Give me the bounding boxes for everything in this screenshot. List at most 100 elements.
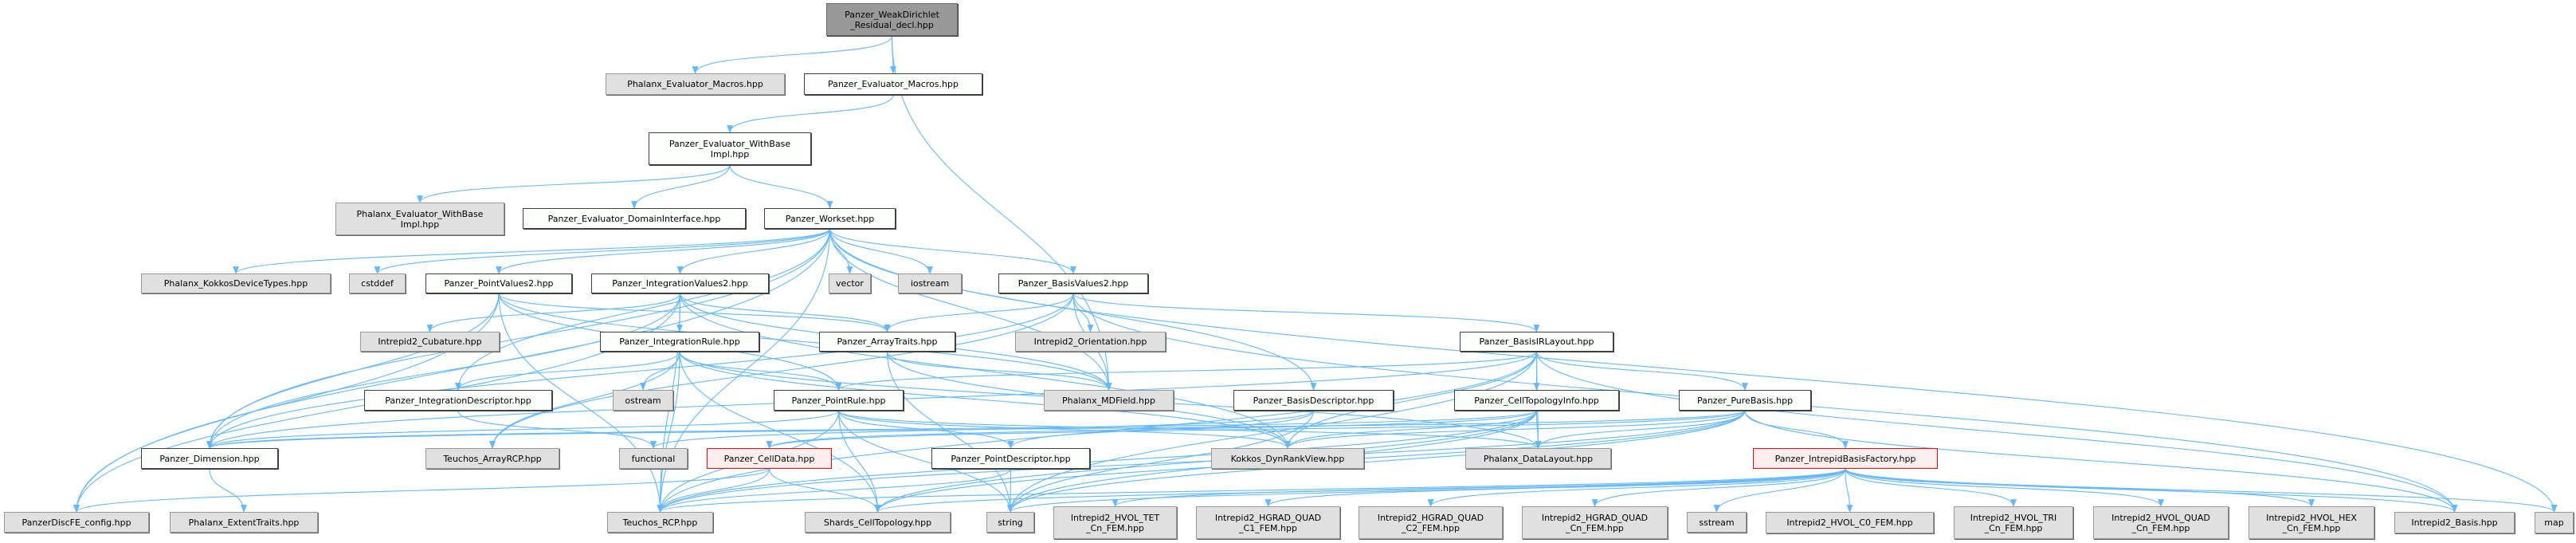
node-hvol-c-0[interactable]: Intrepid2_HVOL_C0_FEM.hpp bbox=[1766, 512, 1934, 533]
edge-basisValues2-to-arrayRCP bbox=[489, 293, 1074, 449]
node-phx-with-base[interactable]: Phalanx_Evaluator_WithBase Impl.hpp bbox=[335, 203, 504, 235]
edge-pureBasis-to-rcp bbox=[657, 410, 1746, 513]
edge-cellData-to-rcp bbox=[657, 468, 770, 513]
node-dyn-rank[interactable]: Kokkos_DynRankView.hpp bbox=[1211, 448, 1364, 469]
node-sstream[interactable]: sstream bbox=[1687, 512, 1747, 533]
node-hvol-tet[interactable]: Intrepid2_HVOL_TET _Cn_FEM.hpp bbox=[1053, 506, 1177, 539]
edge-intDesc-to-functional bbox=[457, 410, 657, 449]
edge-pointRule-to-dataLayout bbox=[837, 410, 1542, 449]
edge-cellTopoInfo-to-dynRank bbox=[1284, 410, 1538, 449]
edge-pointValues2-to-dimension bbox=[206, 293, 500, 449]
edge-cellData-to-shards bbox=[768, 468, 881, 513]
edge-arrayTraits-to-mdfield bbox=[886, 351, 1112, 391]
edge-pointDesc-to-string bbox=[1007, 468, 1014, 513]
edge-basisIR-to-dynRank bbox=[1284, 351, 1538, 449]
node-workset[interactable]: Panzer_Workset.hpp bbox=[764, 208, 896, 229]
edge-intRule-to-shards bbox=[679, 351, 881, 513]
node-map[interactable]: map bbox=[2535, 512, 2574, 533]
edge-basisIR-to-string bbox=[1007, 351, 1538, 513]
node-shards[interactable]: Shards_CellTopology.hpp bbox=[805, 512, 951, 533]
node-pz-eval-macros[interactable]: Panzer_Evaluator_Macros.hpp bbox=[804, 73, 982, 95]
node-cell-topo-info[interactable]: Panzer_CellTopologyInfo.hpp bbox=[1454, 390, 1619, 411]
edge-intRule-to-dynRank bbox=[679, 351, 1291, 449]
node-basis-values-2[interactable]: Panzer_BasisValues2.hpp bbox=[998, 273, 1148, 293]
node-data-layout[interactable]: Phalanx_DataLayout.hpp bbox=[1465, 448, 1611, 469]
edge-pureBasis-to-basisFactory bbox=[1744, 410, 1849, 449]
edge-pureBasis-to-cellData bbox=[766, 410, 1746, 449]
edge-basisIR-to-i2basis bbox=[1535, 351, 2458, 513]
edge-basisValues2-to-arrayTraits bbox=[884, 293, 1074, 332]
edge-workset-to-mdfield bbox=[829, 228, 1112, 391]
edge-basisFactory-to-hgradC1 bbox=[1264, 468, 1846, 507]
edge-pzWithBase-to-phxWithBase bbox=[417, 164, 731, 203]
node-hvol-hex[interactable]: Intrepid2_HVOL_HEX _Cn_FEM.hpp bbox=[2249, 506, 2374, 539]
node-string[interactable]: string bbox=[986, 512, 1034, 533]
edge-intRule-to-pointRule bbox=[679, 351, 842, 391]
edge-intRule-to-arrayRCP bbox=[489, 351, 680, 449]
edge-root-to-phxEvalMacros bbox=[692, 35, 893, 74]
edge-cellData-to-discfe bbox=[73, 468, 770, 513]
node-int-rule[interactable]: Panzer_IntegrationRule.hpp bbox=[600, 332, 759, 352]
node-dimension[interactable]: Panzer_Dimension.hpp bbox=[141, 448, 278, 469]
node-iostream[interactable]: iostream bbox=[898, 273, 962, 293]
node-point-desc[interactable]: Panzer_PointDescriptor.hpp bbox=[931, 448, 1090, 469]
node-basis-factory[interactable]: Panzer_IntrepidBasisFactory.hpp bbox=[1753, 448, 1938, 469]
node-hvol-tri[interactable]: Intrepid2_HVOL_TRI _Cn_FEM.hpp bbox=[1954, 506, 2073, 539]
edge-pureBasis-to-i2basis bbox=[1744, 410, 2458, 513]
edge-intValues2-to-dynRank bbox=[679, 293, 1291, 449]
edge-basisFactory-to-hgradCn bbox=[1591, 468, 1846, 507]
node-pz-with-base[interactable]: Panzer_Evaluator_WithBase Impl.hpp bbox=[649, 132, 811, 165]
node-point-rule[interactable]: Panzer_PointRule.hpp bbox=[774, 390, 904, 411]
node-extent-traits[interactable]: Phalanx_ExtentTraits.hpp bbox=[170, 512, 318, 533]
edge-pointRule-to-dimension bbox=[206, 410, 840, 449]
node-hgrad-c-2[interactable]: Intrepid2_HGRAD_QUAD _C2_FEM.hpp bbox=[1359, 506, 1503, 539]
edge-workset-to-kokkosDev bbox=[233, 228, 831, 274]
edge-workset-to-map bbox=[829, 228, 2558, 513]
node-hvol-quad[interactable]: Intrepid2_HVOL_QUAD _Cn_FEM.hpp bbox=[2093, 506, 2229, 539]
node-root[interactable]: Panzer_WeakDirichlet _Residual_decl.hpp bbox=[826, 3, 958, 36]
edge-pureBasis-to-dataLayout bbox=[1535, 410, 1746, 449]
node-orientation[interactable]: Intrepid2_Orientation.hpp bbox=[1015, 332, 1166, 352]
edge-pointDesc-to-rcp bbox=[657, 468, 1012, 513]
edge-pzWithBase-to-workset bbox=[729, 164, 833, 209]
node-rcp[interactable]: Teuchos_RCP.hpp bbox=[607, 512, 713, 533]
node-array-traits[interactable]: Panzer_ArrayTraits.hpp bbox=[819, 332, 955, 352]
node-array-r-c-p[interactable]: Teuchos_ArrayRCP.hpp bbox=[425, 448, 559, 469]
node-int-desc[interactable]: Panzer_IntegrationDescriptor.hpp bbox=[364, 390, 552, 411]
edge-cellTopoInfo-to-dimension bbox=[206, 410, 1538, 449]
edge-basisFactory-to-hvolTri bbox=[1845, 468, 2017, 507]
node-point-values-2[interactable]: Panzer_PointValues2.hpp bbox=[425, 273, 572, 293]
node-basis-i-r[interactable]: Panzer_BasisIRLayout.hpp bbox=[1460, 332, 1613, 352]
edge-basisFactory-to-map bbox=[1845, 468, 2558, 513]
edge-pointRule-to-pointDesc bbox=[837, 410, 1014, 449]
node-phx-eval-macros[interactable]: Phalanx_Evaluator_Macros.hpp bbox=[606, 73, 785, 95]
edge-basisValues2-to-basisIR bbox=[1072, 293, 1540, 332]
edge-root-to-mdfield bbox=[891, 35, 1112, 391]
node-int-values-2[interactable]: Panzer_IntegrationValues2.hpp bbox=[591, 273, 769, 293]
node-mdfield[interactable]: Phalanx_MDField.hpp bbox=[1044, 390, 1174, 411]
node-cstddef[interactable]: cstddef bbox=[349, 273, 406, 293]
edge-intValues2-to-cubature bbox=[426, 293, 681, 332]
node-kokkos-dev[interactable]: Phalanx_KokkosDeviceTypes.hpp bbox=[141, 273, 331, 293]
edge-workset-to-cstddef bbox=[374, 228, 831, 274]
node-hgrad-c-1[interactable]: Intrepid2_HGRAD_QUAD _C1_FEM.hpp bbox=[1196, 506, 1340, 539]
node-cell-data[interactable]: Panzer_CellData.hpp bbox=[707, 448, 832, 469]
node-cubature[interactable]: Intrepid2_Cubature.hpp bbox=[360, 332, 500, 352]
node-hgrad-cn[interactable]: Intrepid2_HGRAD_QUAD _Cn_FEM.hpp bbox=[1522, 506, 1668, 539]
node-vector[interactable]: vector bbox=[829, 273, 871, 293]
node-ostream[interactable]: ostream bbox=[613, 390, 673, 411]
node-discfe[interactable]: PanzerDiscFE_config.hpp bbox=[4, 512, 149, 533]
edge-pureBasis-to-dynRank bbox=[1284, 410, 1746, 449]
edge-basisValues2-to-dimension bbox=[206, 293, 1074, 449]
node-i-2basis[interactable]: Intrepid2_Basis.hpp bbox=[2394, 512, 2515, 533]
node-functional[interactable]: functional bbox=[619, 448, 688, 469]
node-domain-if[interactable]: Panzer_Evaluator_DomainInterface.hpp bbox=[523, 208, 746, 229]
edge-pointValues2-to-arrayTraits bbox=[498, 293, 891, 332]
node-basis-desc[interactable]: Panzer_BasisDescriptor.hpp bbox=[1233, 390, 1394, 411]
edge-basisFactory-to-hvolHex bbox=[1845, 468, 2315, 507]
edge-workset-to-intDesc bbox=[455, 228, 831, 391]
edge-basisFactory-to-sstream bbox=[1713, 468, 1846, 513]
edge-basisFactory-to-hgradC2 bbox=[1427, 468, 1846, 507]
node-pure-basis[interactable]: Panzer_PureBasis.hpp bbox=[1679, 390, 1811, 411]
